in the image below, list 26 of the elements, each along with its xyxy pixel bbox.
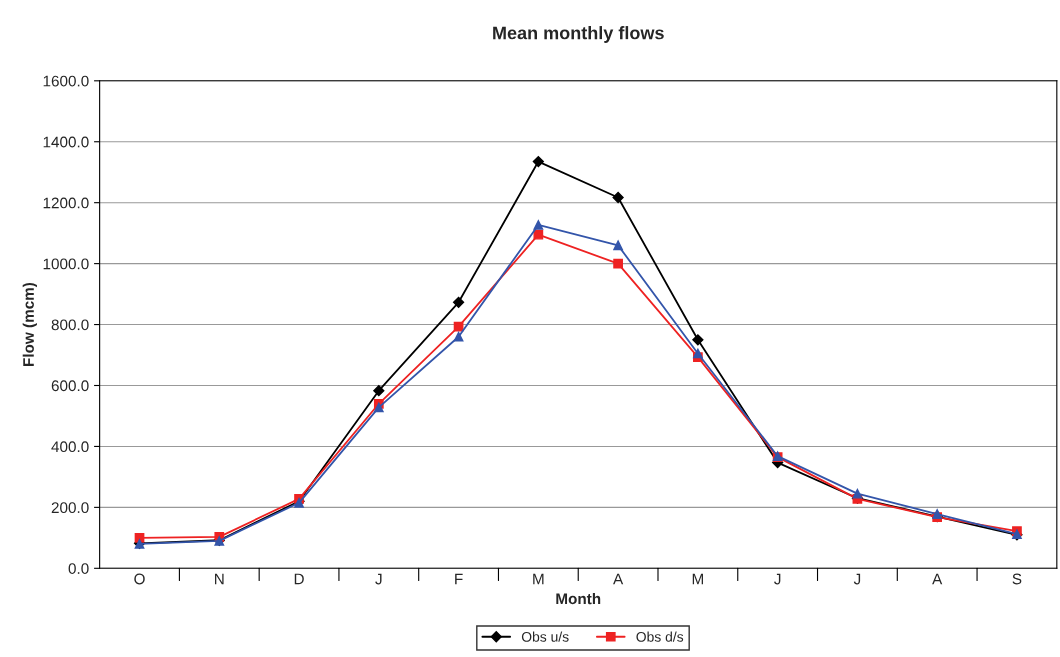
- x-tick-label: A: [932, 573, 943, 585]
- x-tick-label: A: [613, 573, 624, 585]
- y-tick-label: 1000.0: [43, 258, 89, 270]
- x-tick-label: J: [774, 573, 781, 585]
- x-tick-label: M: [533, 573, 544, 585]
- y-tick-label: 1400.0: [43, 136, 89, 148]
- y-axis-title: Flow (mcm): [22, 282, 37, 366]
- x-tick-label: O: [134, 573, 145, 585]
- x-axis-title: Month: [556, 592, 601, 605]
- x-tick-label: J: [375, 573, 382, 585]
- y-tick-label: 800.0: [51, 319, 89, 331]
- chart-title: Mean monthly flows: [493, 26, 664, 43]
- y-tick-label: 200.0: [51, 502, 89, 514]
- x-tick-label: D: [294, 573, 304, 585]
- legend-label: Obs d/s: [636, 631, 684, 642]
- legend-label: Obs u/s: [521, 631, 569, 642]
- y-tick-label: 400.0: [51, 441, 89, 453]
- x-tick-label: F: [455, 573, 463, 585]
- y-tick-label: 1600.0: [43, 75, 89, 87]
- y-tick-label: 0.0: [68, 563, 89, 574]
- x-tick-label: N: [215, 573, 224, 585]
- x-tick-label: S: [1012, 573, 1022, 585]
- x-tick-label: J: [853, 573, 861, 585]
- y-tick-label: 600.0: [51, 380, 89, 392]
- x-tick-label: M: [692, 573, 703, 585]
- y-tick-label: 1200.0: [43, 197, 89, 209]
